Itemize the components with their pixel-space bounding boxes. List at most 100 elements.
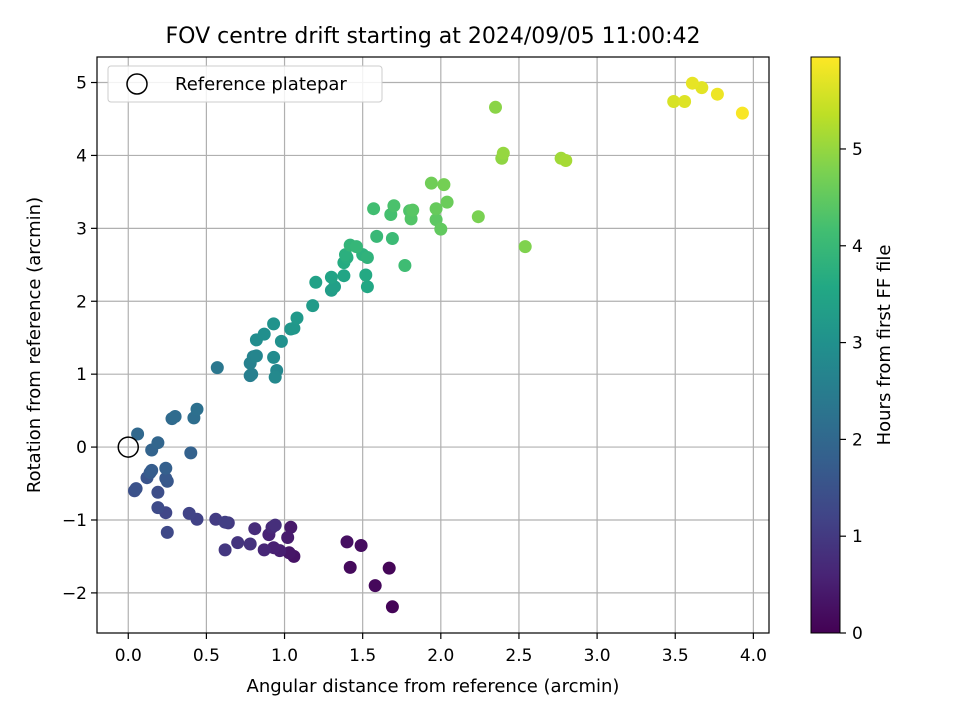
data-point [131,427,145,441]
data-point [274,334,288,348]
colorbar-tick-label: 0 [852,624,863,644]
y-tick-label: 2 [76,292,87,312]
data-point [257,543,271,557]
grid [97,57,769,633]
data-point [370,229,384,243]
data-point [360,280,374,294]
data-point [210,361,224,375]
reference-marker [117,436,140,458]
data-point [151,436,165,450]
data-point [245,367,259,381]
y-axis-label: Rotation from reference (arcmin) [24,197,45,493]
data-point [231,536,245,550]
data-point [349,240,363,254]
data-point [268,370,282,384]
y-tick-label: 3 [76,219,87,239]
data-point [678,95,692,108]
x-tick-label: 0.0 [115,646,142,666]
legend-entry-label: Reference platepar [175,74,347,95]
x-tick-label: 1.5 [349,646,376,666]
data-point [324,270,338,284]
data-point [290,311,304,325]
data-point [168,410,182,423]
x-tick-label: 4.0 [740,646,767,666]
data-point [287,321,301,335]
plot-frame [96,56,770,634]
x-tick-label: 0.5 [193,646,220,666]
data-point [190,402,204,416]
y-tick-label: 5 [76,74,87,94]
data-point [159,461,173,475]
data-point [281,531,295,544]
data-point [359,268,373,282]
data-point [145,463,159,477]
data-point [434,222,448,236]
data-point [160,525,174,539]
x-axis-label: Angular distance from reference (arcmin) [247,676,620,697]
data-point [367,202,381,216]
data-point [129,482,143,496]
y-tick-label: 1 [76,365,87,385]
legend-marker-open-circle [126,73,148,95]
colorbar-tick-label: 2 [852,430,863,450]
data-point [184,446,198,460]
data-point [267,350,281,364]
data-point [406,203,420,217]
data-point [440,195,454,209]
colorbar-ticks: 0 1 2 3 4 5 [840,140,863,644]
data-point [151,485,165,499]
data-point [368,579,382,593]
data-point [257,327,271,341]
data-point [710,87,724,101]
data-point [343,560,357,574]
colorbar-tick-label: 4 [852,237,863,257]
data-point [218,515,232,529]
y-tick-label: −1 [62,511,87,531]
data-point [398,259,412,272]
colorbar-tick-label: 1 [852,527,863,547]
colorbar-tick-label: 3 [852,334,863,354]
data-point [284,520,298,534]
data-point [337,269,351,283]
data-point [429,202,443,216]
x-tick-label: 1.0 [271,646,298,666]
data-point [248,522,262,536]
data-point [243,537,257,551]
legend: Reference platepar [107,65,383,103]
colorbar: 0 1 2 3 4 5 Hours from first FF file [810,56,895,644]
data-point [437,178,451,192]
data-point [385,600,399,614]
data-point [424,176,438,190]
y-tick-label: 0 [76,438,87,458]
data-point [267,317,281,331]
data-point [489,100,502,114]
data-point [667,95,681,108]
data-point [360,251,374,264]
x-tick-label: 2.0 [427,646,454,666]
data-point [471,210,485,224]
data-point [387,199,401,213]
data-point [354,539,368,552]
x-tick-label: 3.5 [662,646,689,666]
x-tick-label: 2.5 [505,646,532,666]
y-axis-ticks: −2 −1 0 1 2 3 4 5 [62,74,97,604]
data-point [218,543,232,557]
data-point [382,561,396,575]
data-points [128,76,749,614]
colorbar-tick-label: 5 [852,140,863,160]
data-point [159,471,173,485]
x-tick-label: 3.0 [584,646,611,666]
colorbar-label: Hours from first FF file [874,245,895,446]
data-point [151,501,165,515]
y-tick-label: 4 [76,146,87,166]
data-point [309,275,323,289]
y-tick-label: −2 [62,584,87,604]
x-axis-ticks: 0.0 0.5 1.0 1.5 2.0 2.5 3.0 3.5 4.0 [115,633,767,666]
data-point [559,154,573,167]
legend-box [107,65,383,103]
colorbar-gradient [810,56,841,634]
chart-title: FOV centre drift starting at 2024/09/05 … [166,24,701,49]
data-point [385,232,399,245]
data-point [340,535,354,549]
